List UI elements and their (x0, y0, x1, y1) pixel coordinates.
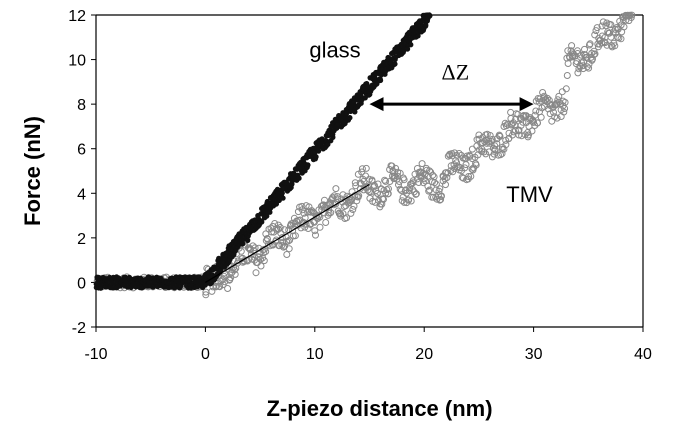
tmv-point (333, 186, 339, 192)
tmv-point (253, 270, 259, 276)
x-tick-label: 20 (415, 346, 433, 363)
tmv-point (508, 109, 514, 115)
y-tick-label: -2 (72, 320, 86, 337)
x-tick-label: 30 (525, 346, 543, 363)
x-tick-label: 10 (306, 346, 324, 363)
delta-z-arrow-right-head (520, 97, 534, 111)
tmv-point (313, 232, 319, 238)
tmv-point (286, 246, 292, 252)
tmv-point (284, 252, 290, 258)
data-points (94, 12, 635, 298)
delta-z-arrow (370, 97, 534, 111)
glass-label: glass (309, 37, 360, 62)
y-tick-label: 0 (77, 275, 86, 292)
glass-point (393, 62, 398, 67)
x-tick-label: 40 (634, 346, 652, 363)
delta-z-arrow-left-head (370, 97, 384, 111)
tmv-point (317, 224, 323, 230)
tmv-label: TMV (506, 182, 553, 207)
y-tick-label: 8 (77, 97, 86, 114)
tmv-point (617, 18, 623, 24)
tmv-point (538, 114, 544, 120)
tmv-point (258, 263, 264, 269)
y-axis-title: Force (nN) (20, 116, 45, 226)
y-tick-label: 12 (68, 8, 86, 25)
glass-point (316, 149, 321, 154)
glass-point (259, 220, 264, 225)
glass-point (427, 13, 432, 18)
tmv-point (564, 73, 570, 79)
y-tick-label: 2 (77, 231, 86, 248)
y-tick-label: 6 (77, 142, 86, 159)
tmv-point (363, 165, 369, 171)
y-tick-label: 10 (68, 53, 86, 70)
tmv-point (618, 36, 624, 42)
delta-z-label: ΔZ (442, 60, 470, 85)
glass-point (305, 163, 310, 168)
tmv-point (225, 286, 231, 292)
glass-point (408, 42, 413, 47)
tmv-point (565, 61, 571, 67)
tmv-point (323, 220, 329, 226)
tmv-fit-line (205, 184, 369, 282)
tmv-point (575, 70, 581, 76)
glass-point (297, 176, 302, 181)
glass-point (281, 196, 286, 201)
x-tick-label: 0 (201, 346, 210, 363)
glass-point (314, 154, 319, 159)
x-tick-label: -10 (84, 346, 107, 363)
glass-point (347, 115, 352, 120)
glass-point (378, 78, 383, 83)
x-axis-title: Z-piezo distance (nm) (266, 396, 492, 421)
y-tick-label: 4 (77, 186, 86, 203)
